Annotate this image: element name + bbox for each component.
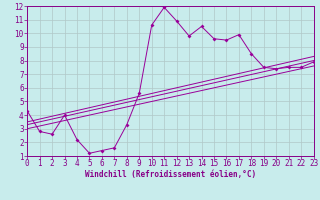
X-axis label: Windchill (Refroidissement éolien,°C): Windchill (Refroidissement éolien,°C) xyxy=(85,170,256,179)
